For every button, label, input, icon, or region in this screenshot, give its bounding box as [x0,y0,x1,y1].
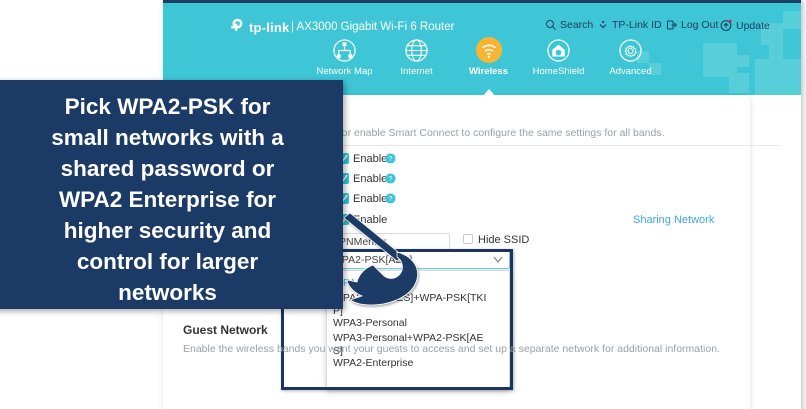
svg-text:?: ? [389,156,393,163]
svg-text:?: ? [389,176,393,183]
svg-text:?: ? [389,196,393,203]
